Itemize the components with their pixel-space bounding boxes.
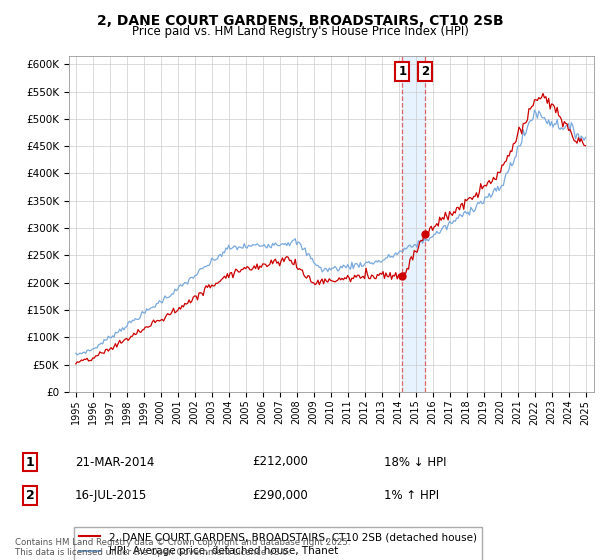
Bar: [403, 56, 425, 392]
Text: 2, DANE COURT GARDENS, BROADSTAIRS, CT10 2SB: 2, DANE COURT GARDENS, BROADSTAIRS, CT10…: [97, 14, 503, 28]
Text: 18% ↓ HPI: 18% ↓ HPI: [384, 455, 446, 469]
Text: £290,000: £290,000: [252, 489, 308, 502]
Text: 16-JUL-2015: 16-JUL-2015: [75, 489, 147, 502]
Text: Price paid vs. HM Land Registry's House Price Index (HPI): Price paid vs. HM Land Registry's House …: [131, 25, 469, 38]
Text: £212,000: £212,000: [252, 455, 308, 469]
Text: 2: 2: [26, 489, 34, 502]
Text: 2: 2: [421, 64, 429, 78]
Legend: 2, DANE COURT GARDENS, BROADSTAIRS, CT10 2SB (detached house), HPI: Average pric: 2, DANE COURT GARDENS, BROADSTAIRS, CT10…: [74, 527, 482, 560]
Text: 1: 1: [398, 64, 406, 78]
Text: 1% ↑ HPI: 1% ↑ HPI: [384, 489, 439, 502]
Text: 1: 1: [26, 455, 34, 469]
Text: Contains HM Land Registry data © Crown copyright and database right 2025.
This d: Contains HM Land Registry data © Crown c…: [15, 538, 350, 557]
Text: 21-MAR-2014: 21-MAR-2014: [75, 455, 154, 469]
